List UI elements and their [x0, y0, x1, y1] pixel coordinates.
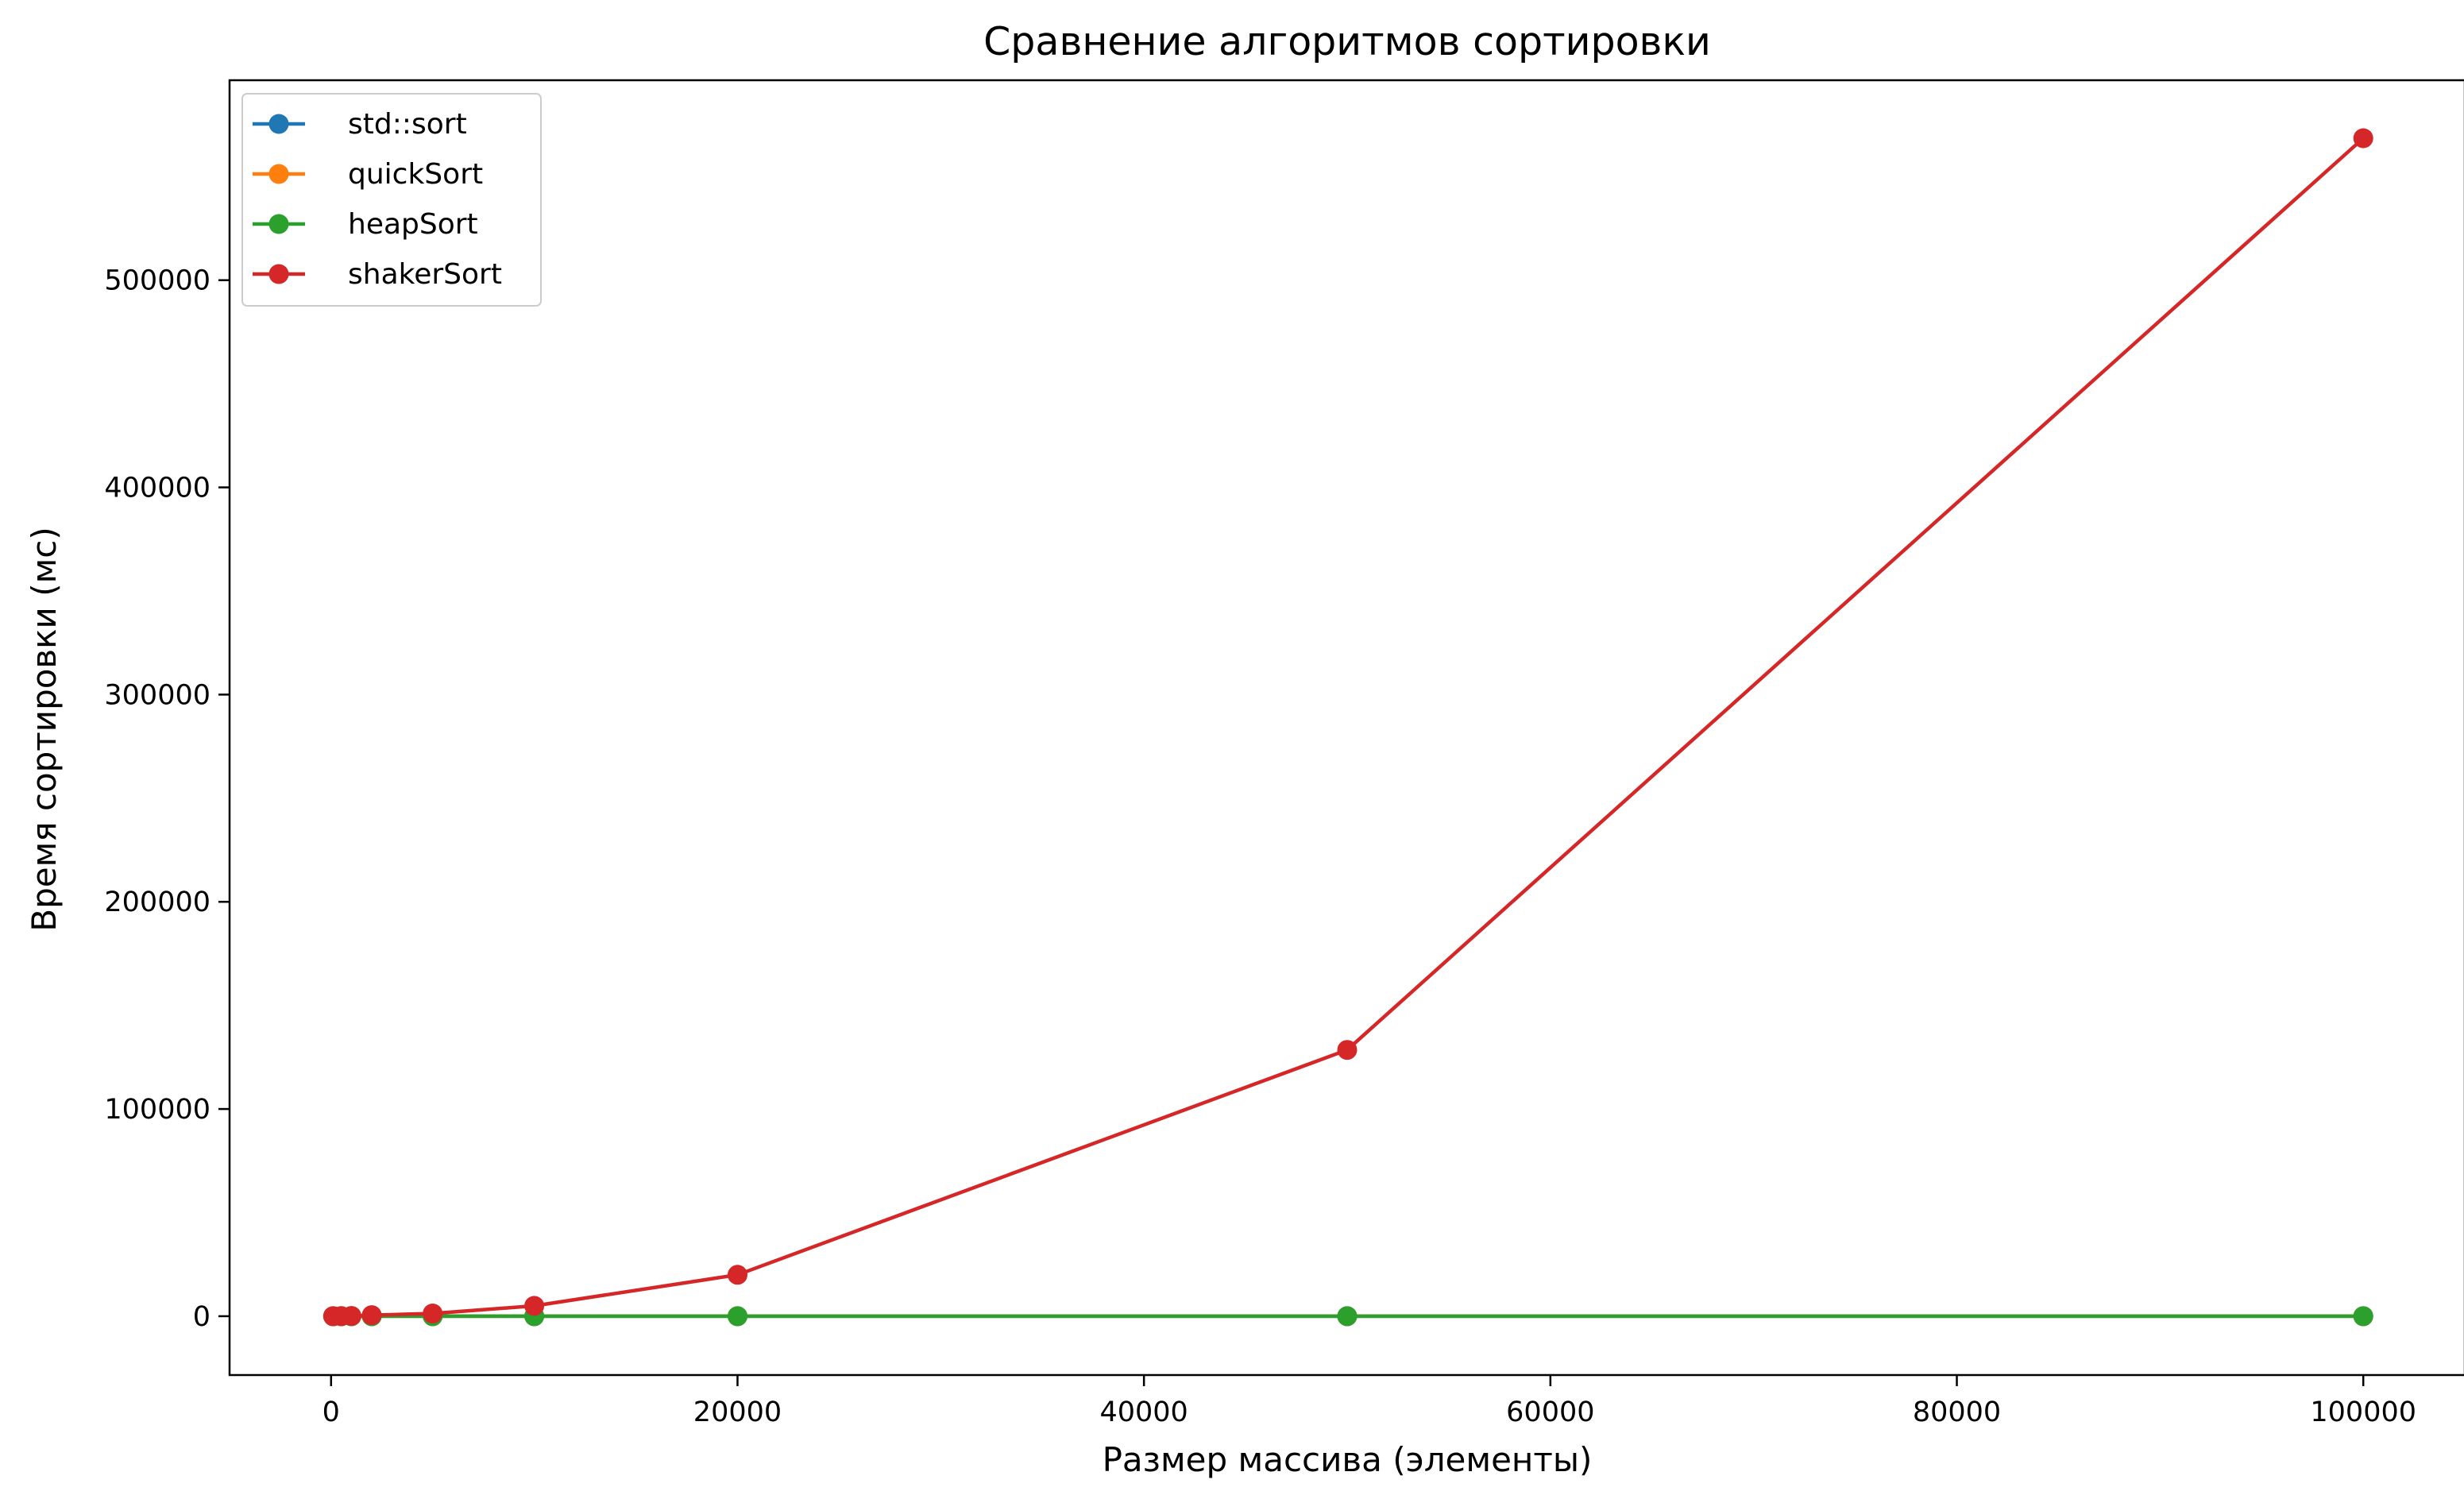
y-axis-label: Время сортировки (мс) [25, 527, 64, 932]
legend-marker [268, 114, 289, 134]
y-tick-label: 0 [193, 1301, 210, 1333]
y-tick-label: 300000 [104, 679, 210, 711]
data-point [361, 1305, 382, 1326]
data-point [524, 1296, 545, 1316]
data-point [423, 1304, 443, 1323]
x-tick-label: 60000 [1506, 1396, 1594, 1428]
y-axis-ticks: 0 100000 200000 300000 400000 500000 [104, 265, 230, 1333]
data-point [1337, 1306, 1358, 1327]
data-point [728, 1306, 747, 1327]
data-point [1337, 1040, 1358, 1060]
chart-title: Сравнение алгоритмов сортировки [983, 19, 1711, 64]
data-point [341, 1306, 361, 1327]
y-tick-label: 200000 [104, 887, 210, 918]
legend-marker [268, 214, 289, 234]
legend-item: shakerSort [253, 258, 502, 291]
y-tick-label: 500000 [104, 265, 210, 297]
series-shakersort [322, 128, 2373, 1327]
legend-item: std::sort [253, 108, 467, 141]
data-point [728, 1265, 747, 1285]
x-tick-label: 80000 [1913, 1396, 2001, 1428]
data-point [2353, 128, 2373, 149]
x-tick-label: 20000 [693, 1396, 782, 1428]
legend-label: quickSort [348, 158, 483, 191]
y-tick-label: 100000 [104, 1094, 210, 1126]
x-axis-ticks: 0 20000 40000 60000 80000 100000 [322, 1375, 2416, 1428]
plot-frame [228, 79, 2464, 1377]
legend-item: heapSort [253, 208, 478, 241]
legend-label: std::sort [348, 108, 467, 141]
legend-marker [268, 264, 289, 284]
legend-box [241, 93, 542, 307]
legend-label: shakerSort [348, 258, 502, 291]
legend-label: heapSort [348, 208, 478, 241]
x-tick-label: 40000 [1099, 1396, 1188, 1428]
series-layer [322, 128, 2373, 1327]
legend-item: quickSort [253, 158, 483, 191]
data-point [2353, 1306, 2373, 1327]
legend-marker [268, 164, 289, 184]
x-tick-label: 0 [322, 1396, 340, 1428]
x-tick-label: 100000 [2310, 1396, 2416, 1428]
x-axis-label: Размер массива (элементы) [1103, 1440, 1593, 1479]
y-tick-label: 400000 [104, 473, 210, 504]
